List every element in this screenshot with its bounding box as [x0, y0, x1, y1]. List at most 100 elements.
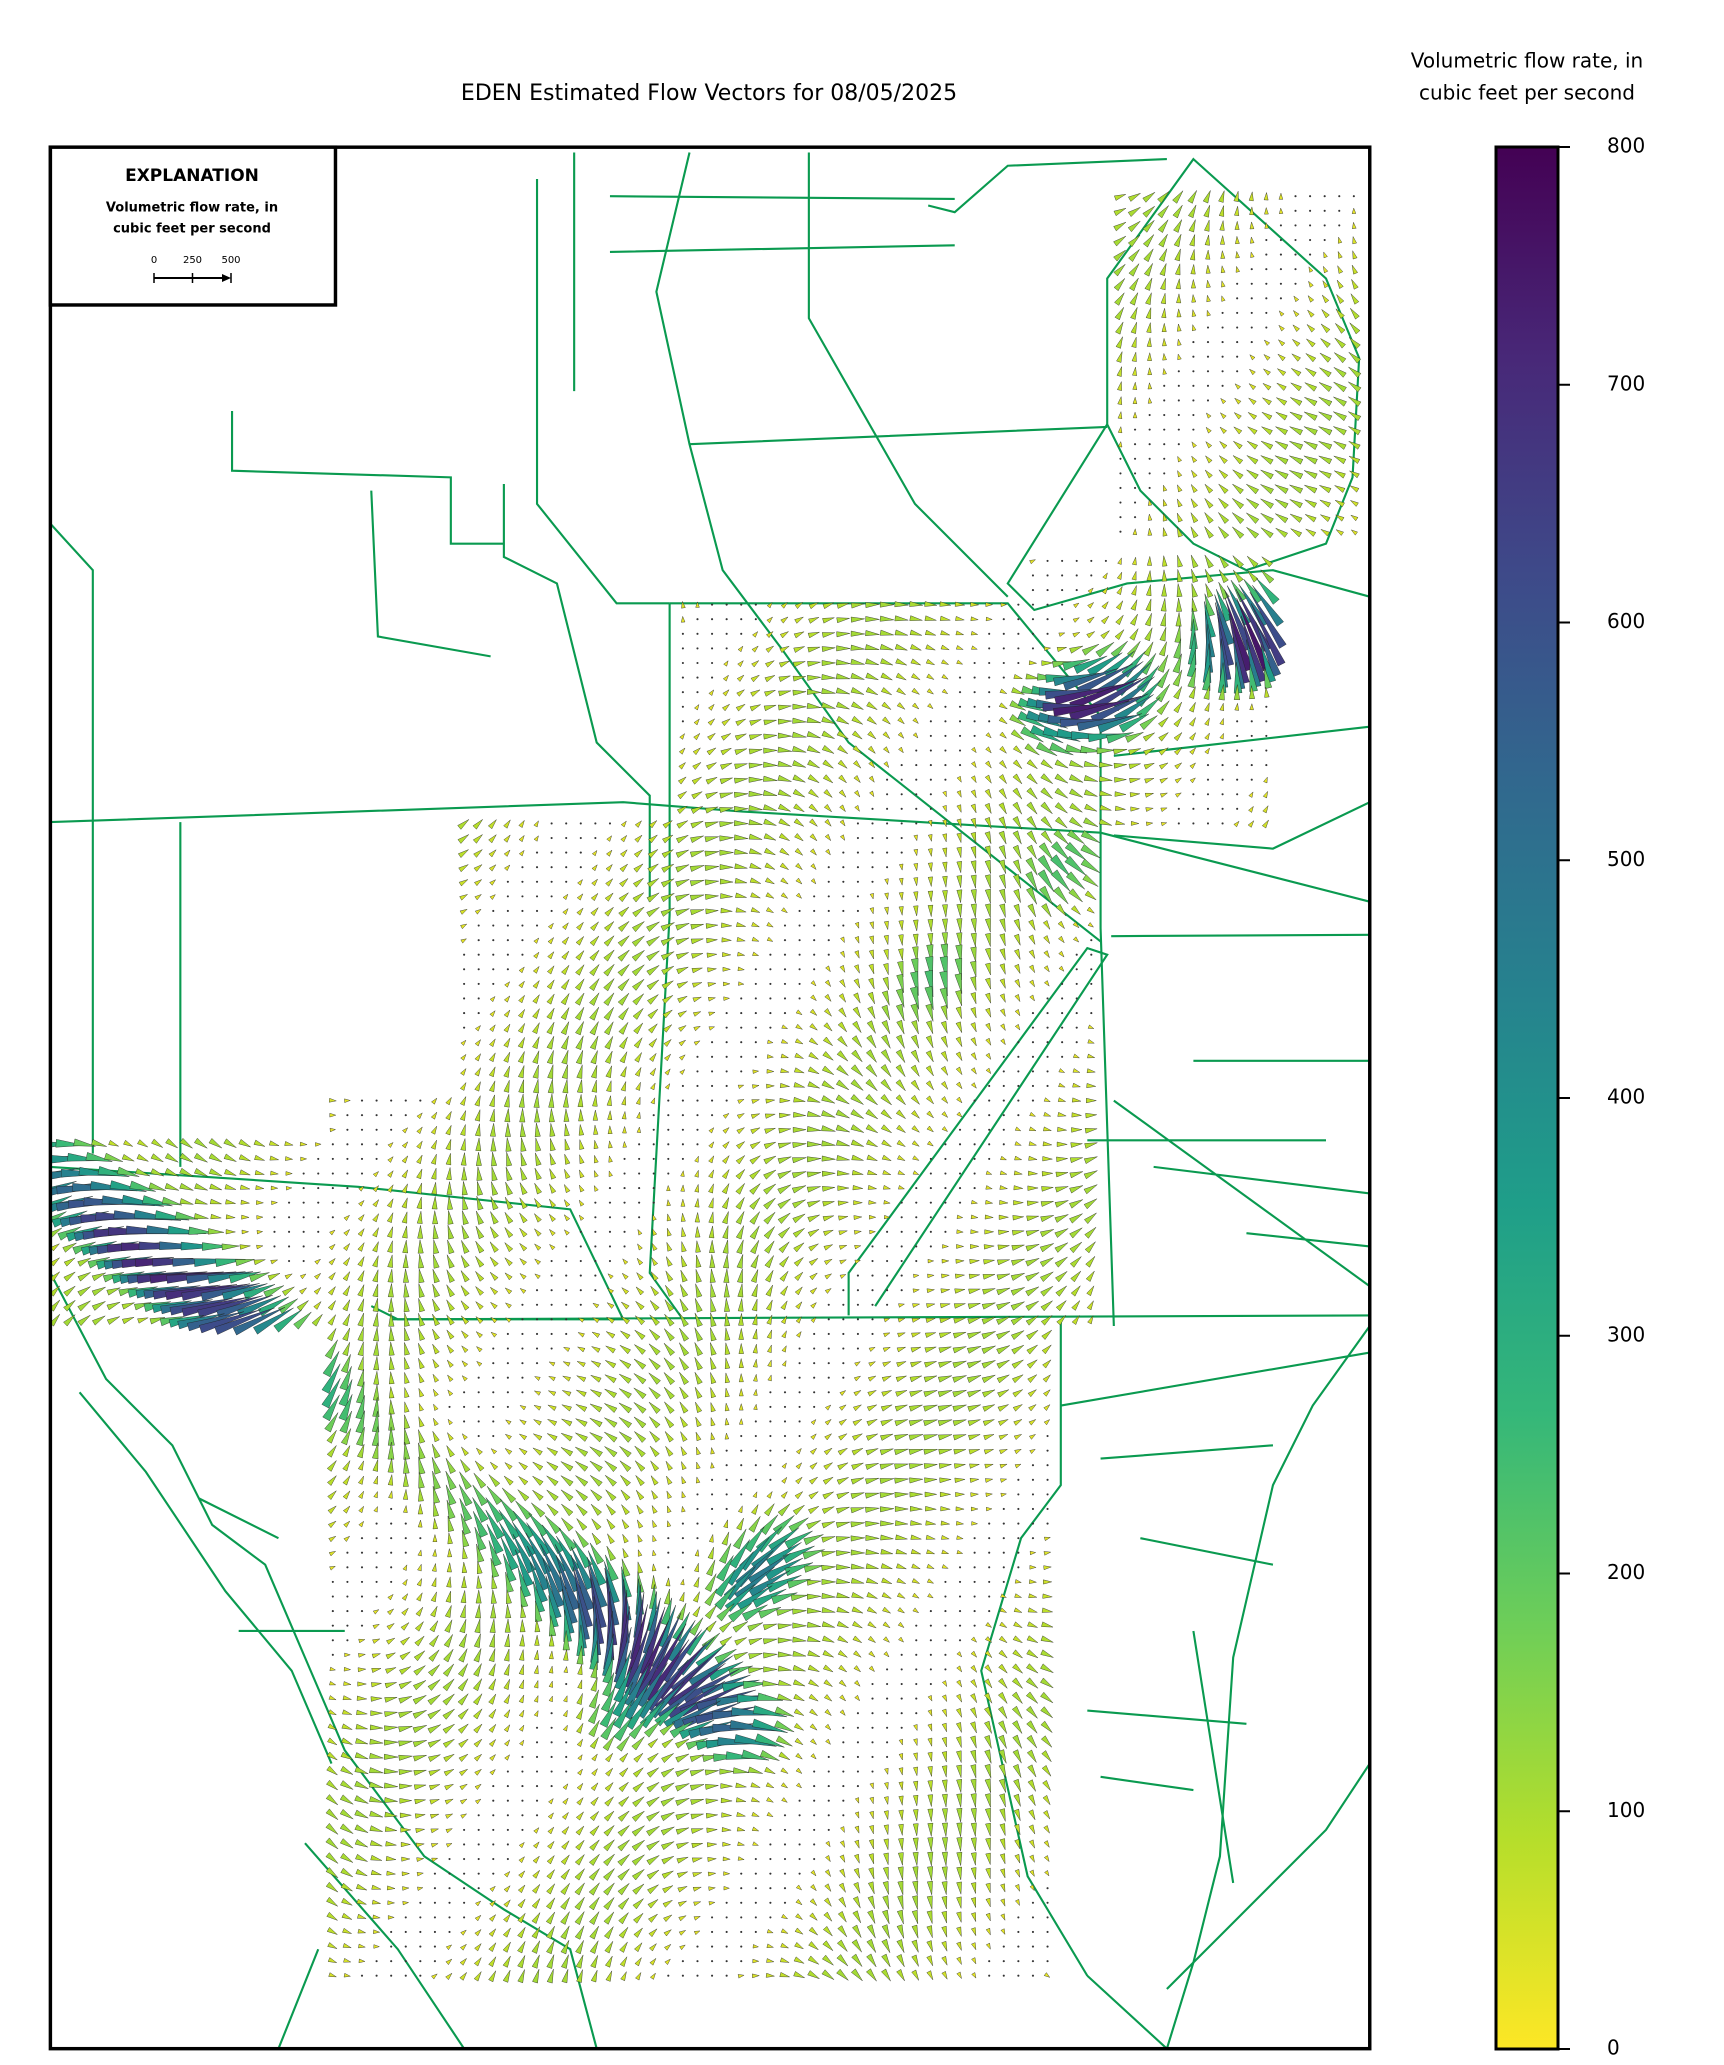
flow-vector [1290, 397, 1303, 406]
flow-dot [944, 1143, 947, 1146]
flow-vector [850, 1577, 865, 1584]
flow-vector [445, 1458, 456, 1474]
flow-vector [661, 1738, 674, 1749]
flow-vector [724, 1327, 731, 1341]
flow-vector [1224, 597, 1254, 672]
flow-vector [179, 1137, 193, 1149]
flow-vector [1069, 1256, 1082, 1268]
flow-vector [591, 1360, 601, 1368]
flow-vector [606, 1095, 612, 1107]
flow-vector [459, 1471, 472, 1490]
flow-vector [504, 1870, 511, 1878]
flow-vector [1189, 762, 1197, 769]
flow-vector [1028, 964, 1036, 974]
flow-vector [719, 864, 734, 870]
flow-vector [460, 1590, 467, 1604]
flow-vector [1232, 455, 1244, 465]
flow-vector [402, 1564, 408, 1571]
flow-vector [910, 1549, 921, 1555]
flow-vector [968, 1434, 981, 1441]
flow-dot [550, 1332, 553, 1336]
flow-vector [284, 1273, 293, 1280]
flow-vector [793, 1257, 804, 1267]
flow-vector [372, 1459, 379, 1472]
flow-vector [942, 1244, 950, 1249]
flow-vector [679, 1592, 685, 1602]
flow-dot [958, 691, 962, 694]
flow-vector [636, 1111, 641, 1119]
flow-vector [913, 1780, 919, 1791]
flow-vector [647, 1899, 659, 1909]
flow-vector [575, 950, 585, 961]
flow-dot [725, 632, 728, 635]
flow-vector [734, 877, 748, 884]
flow-vector [650, 1285, 660, 1297]
flow-vector [822, 759, 834, 769]
flow-vector [792, 788, 806, 798]
flow-vector [637, 1549, 643, 1557]
flow-vector [911, 1563, 921, 1570]
flow-vector [548, 1798, 554, 1805]
flow-dot [1309, 238, 1312, 242]
flow-vector [850, 1139, 864, 1147]
flow-vector [326, 1460, 337, 1472]
flow-vector [443, 1649, 454, 1663]
flow-vector [1084, 1227, 1097, 1239]
flow-dot [521, 1376, 524, 1379]
flow-vector [664, 1053, 672, 1062]
flow-vector [763, 804, 777, 811]
flow-vector [1291, 368, 1302, 377]
flow-vector [709, 1240, 715, 1253]
flow-dot [1221, 384, 1224, 387]
flow-dot [594, 1216, 597, 1219]
flow-dot [871, 1274, 874, 1277]
flow-vector [1013, 674, 1024, 679]
flow-dot [1236, 370, 1239, 373]
flow-vector [1275, 513, 1289, 524]
flow-vector [1025, 1286, 1040, 1297]
flow-dot [1061, 982, 1064, 985]
flow-vector [649, 1314, 660, 1326]
flow-vector [750, 1240, 760, 1255]
flow-vector [414, 1813, 426, 1819]
flow-dot [681, 647, 684, 650]
flow-vector [591, 1753, 598, 1762]
flow-vector [1160, 598, 1167, 612]
flow-vector [1351, 207, 1357, 214]
flow-vector [909, 1375, 922, 1383]
flow-vector [822, 774, 833, 784]
flow-vector [736, 1811, 746, 1817]
flow-vector [488, 834, 497, 844]
flow-vector [1028, 1404, 1037, 1412]
flow-vector [1129, 614, 1138, 626]
flow-vector [561, 1432, 573, 1442]
flow-vector [342, 1327, 350, 1342]
flow-vector [1026, 1705, 1038, 1719]
flow-vector [1262, 805, 1269, 814]
flow-vector [432, 1373, 440, 1383]
flow-vector [738, 1372, 744, 1383]
flow-vector [925, 1035, 934, 1049]
flow-vector [432, 1471, 441, 1490]
flow-vector [689, 865, 705, 872]
flow-dot [390, 1507, 393, 1511]
flow-vector [984, 1650, 993, 1659]
flow-vector [1214, 594, 1235, 646]
flow-vector [675, 1812, 690, 1821]
flow-vector [1043, 1404, 1051, 1411]
flow-vector [1040, 1229, 1054, 1238]
flow-vector [282, 1286, 295, 1297]
flow-vector [821, 688, 836, 694]
flow-vector [570, 1554, 595, 1611]
flow-dot [346, 1143, 349, 1146]
flow-vector [707, 1547, 714, 1560]
flow-vector [560, 1854, 570, 1865]
flow-vector [603, 992, 615, 1006]
flow-vector [896, 702, 906, 710]
flow-vector [1026, 886, 1037, 905]
flow-vector [881, 1390, 892, 1397]
flow-vector [373, 1505, 378, 1513]
flow-vector [985, 732, 992, 739]
flow-vector [253, 1139, 266, 1147]
flow-vector [1145, 807, 1154, 812]
